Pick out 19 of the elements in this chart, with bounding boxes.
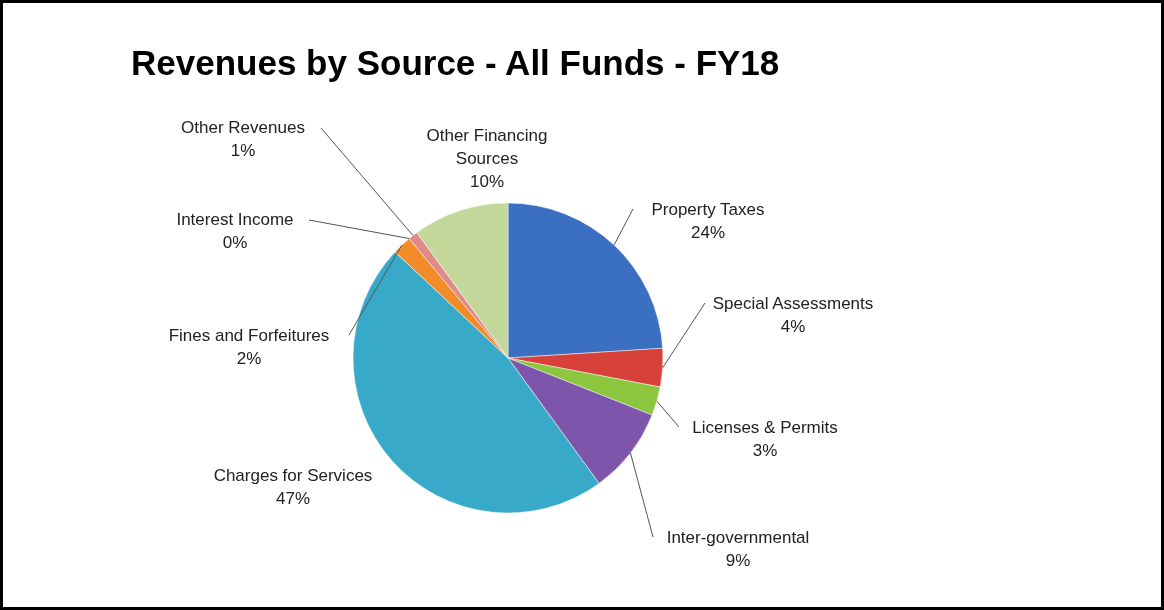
data-label: 1% <box>230 141 256 160</box>
slice-label: Fines and Forfeitures <box>168 326 330 345</box>
data-label: 9% <box>725 551 751 570</box>
data-label: 24% <box>690 223 726 242</box>
slice-label: Licenses & Permits <box>692 418 838 437</box>
slice-label: Charges for Services <box>213 466 373 485</box>
slice-label: Other Revenues <box>181 118 305 137</box>
data-label: 10% <box>469 172 505 191</box>
text: 0% <box>222 233 248 252</box>
slice-label: Special Assessments <box>712 294 874 313</box>
data-label: 3% <box>752 441 778 460</box>
category-label: Interest Income <box>176 210 294 229</box>
data-label: 4% <box>780 317 806 336</box>
slice-label: Inter-governmental <box>666 528 810 547</box>
slice-label: Other Financing Sources <box>426 126 548 168</box>
chart-title: Revenues by Source - All Funds - FY18 <box>131 43 780 83</box>
slice-label: Property Taxes <box>651 200 765 219</box>
data-label: 2% <box>236 349 262 368</box>
data-label: 47% <box>275 489 311 508</box>
